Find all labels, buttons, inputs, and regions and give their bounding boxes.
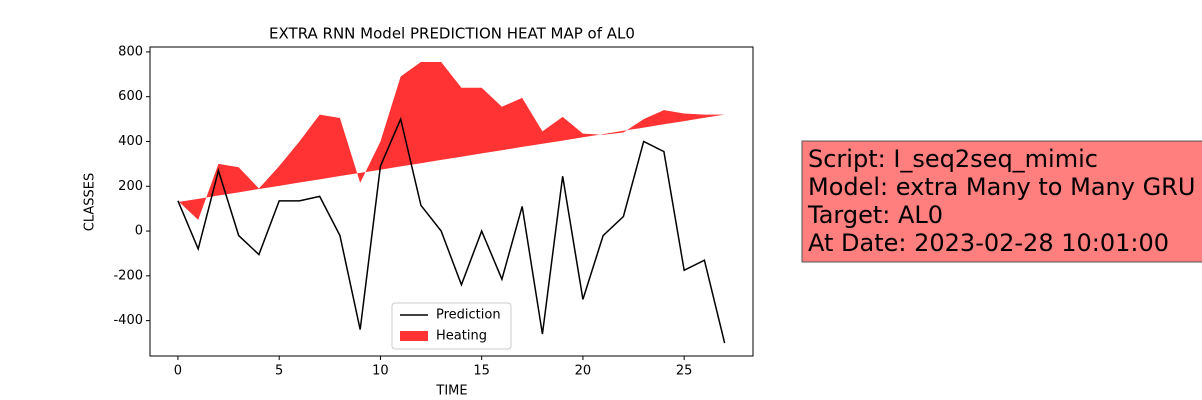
y-tick-label: 200 bbox=[118, 179, 143, 194]
y-tick-label: 600 bbox=[118, 89, 143, 104]
x-tick-label: 15 bbox=[473, 364, 490, 379]
plot-frame bbox=[149, 46, 754, 357]
y-tick-label: -400 bbox=[113, 313, 143, 328]
info-box bbox=[801, 140, 1202, 263]
info-text: Script: I_seq2seq_mimic bbox=[808, 145, 1098, 173]
legend-label: Prediction bbox=[436, 308, 501, 323]
y-tick-label: 800 bbox=[118, 44, 143, 59]
x-tick-label: 10 bbox=[372, 364, 389, 379]
info-text: Target: AL0 bbox=[807, 201, 943, 229]
x-tick-label: 20 bbox=[575, 364, 592, 379]
info-text: At Date: 2023-02-28 10:01:00 bbox=[808, 229, 1169, 257]
x-tick-label: 0 bbox=[174, 364, 182, 379]
y-tick-label: 400 bbox=[118, 134, 143, 149]
line bbox=[177, 116, 726, 344]
legend-swatch bbox=[400, 331, 428, 341]
info-text: Model: extra Many to Many GRU bbox=[808, 173, 1195, 201]
y-axis-label: CLASSES bbox=[83, 173, 98, 231]
area bbox=[177, 62, 725, 220]
y-tick-label: 0 bbox=[135, 224, 143, 239]
chart-title: EXTRA RNN Model PREDICTION HEAT MAP of A… bbox=[269, 25, 635, 43]
legend-label: Heating bbox=[436, 329, 487, 344]
x-tick-label: 5 bbox=[275, 364, 283, 379]
x-tick-label: 25 bbox=[676, 364, 693, 379]
x-axis-label: TIME bbox=[435, 384, 467, 399]
y-tick-label: -200 bbox=[113, 268, 143, 283]
